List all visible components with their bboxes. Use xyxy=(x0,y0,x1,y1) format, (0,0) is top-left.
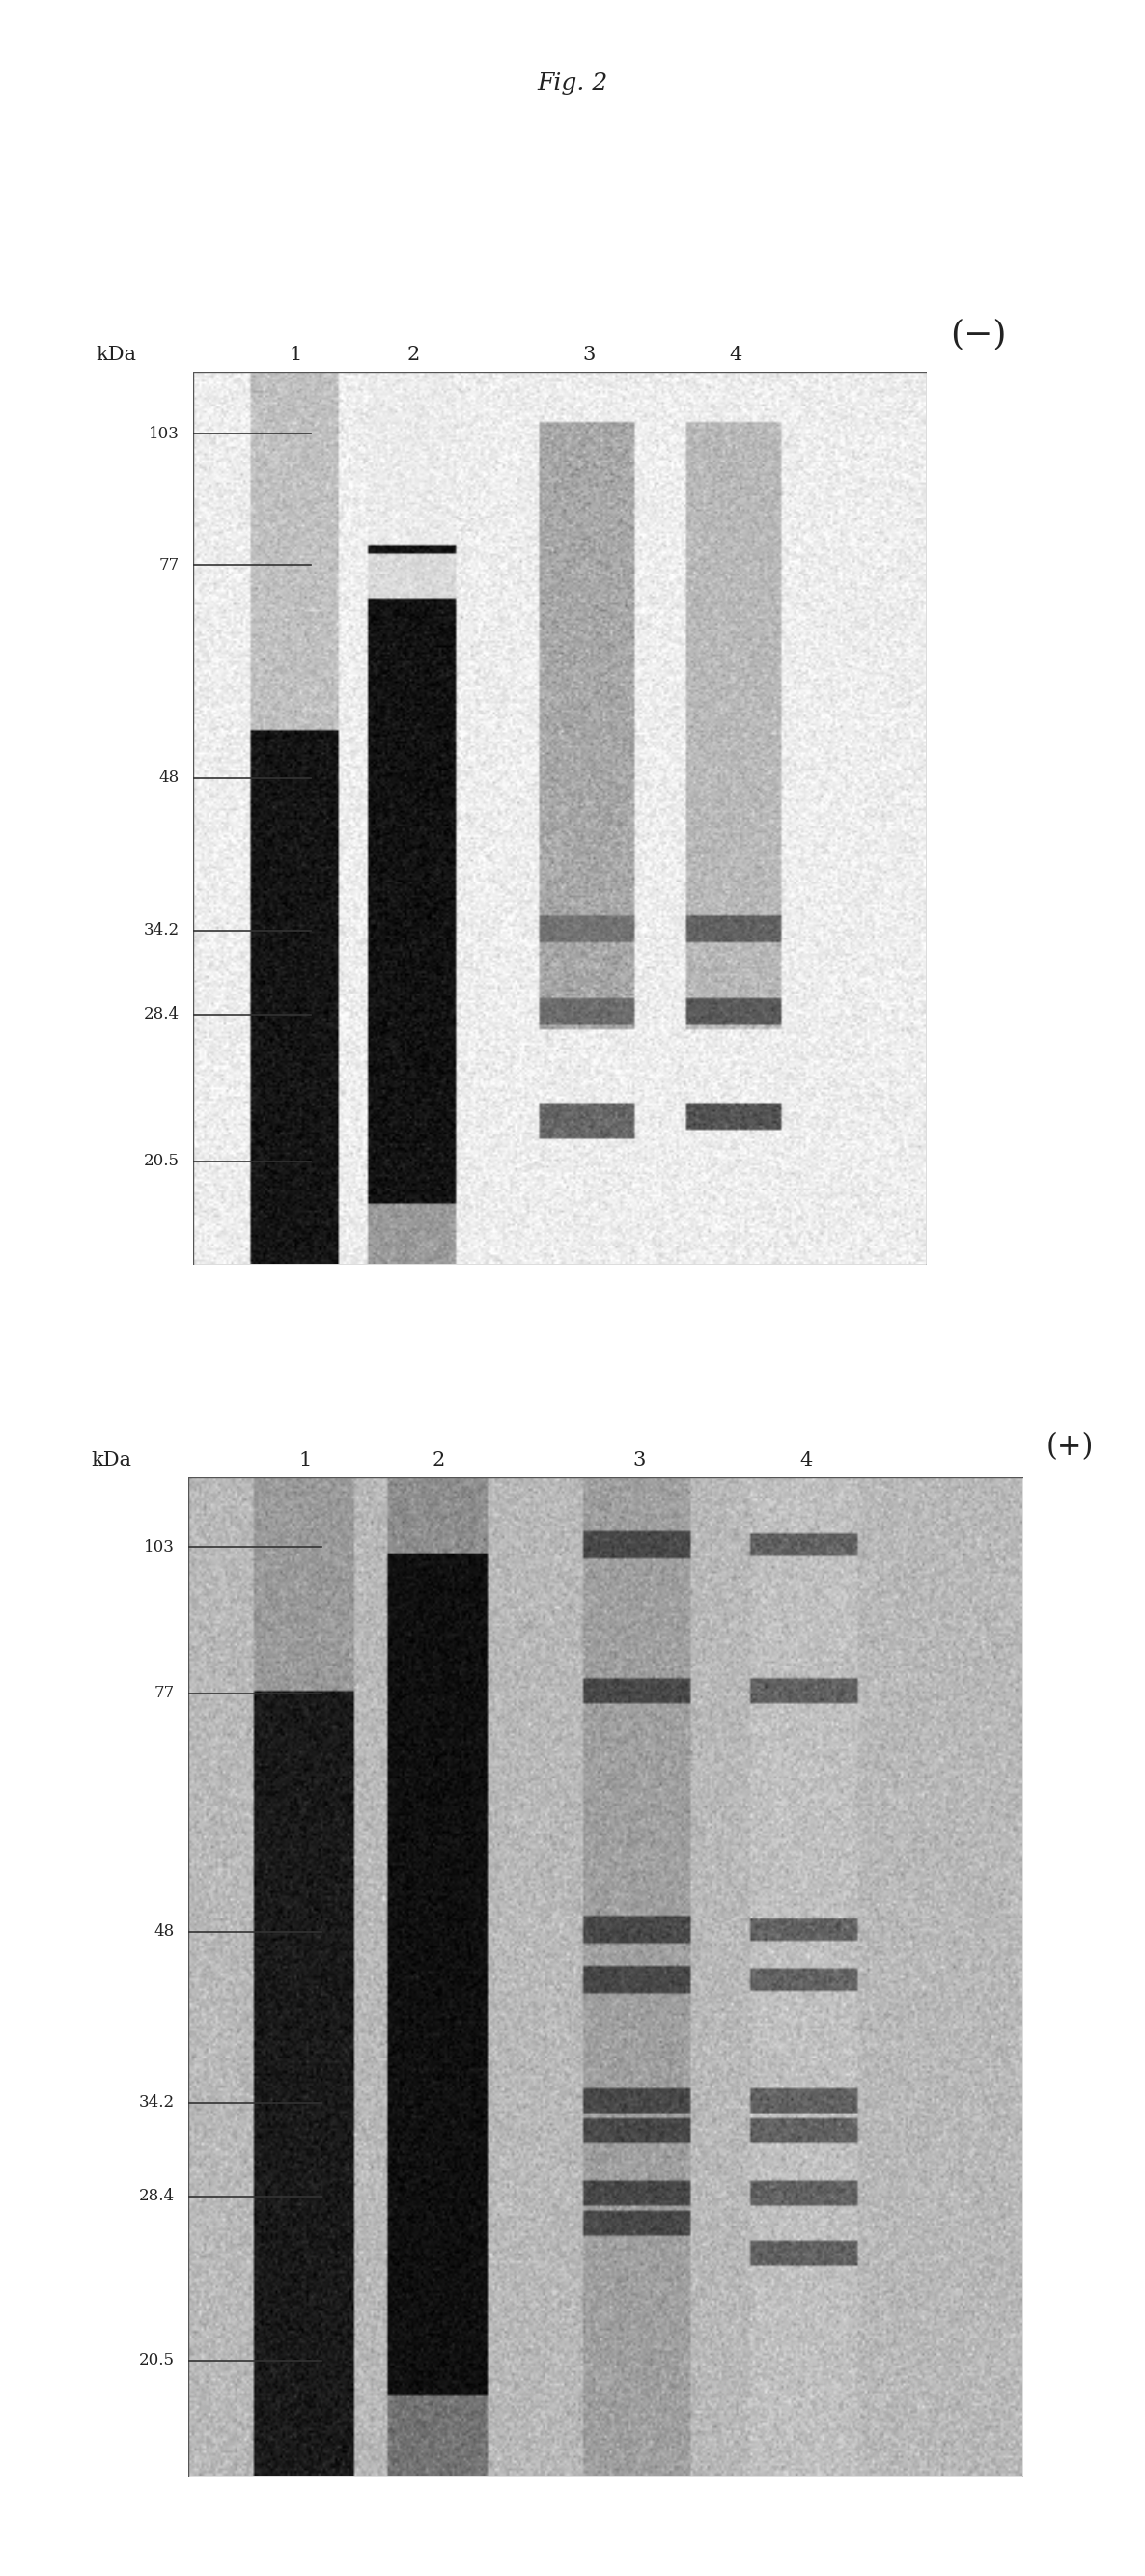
Text: Fig. 2: Fig. 2 xyxy=(537,72,608,95)
Text: 103: 103 xyxy=(144,1538,174,1556)
Text: 48: 48 xyxy=(155,1924,174,1940)
Text: 77: 77 xyxy=(159,556,180,574)
Text: kDa: kDa xyxy=(96,345,136,363)
Text: 34.2: 34.2 xyxy=(143,922,180,938)
Text: 20.5: 20.5 xyxy=(139,2352,174,2370)
Text: 20.5: 20.5 xyxy=(143,1154,180,1170)
Text: 4: 4 xyxy=(729,345,742,363)
Text: 3: 3 xyxy=(583,345,595,363)
Text: 2: 2 xyxy=(406,345,419,363)
Text: 3: 3 xyxy=(633,1450,646,1468)
Text: 2: 2 xyxy=(433,1450,445,1468)
Text: 48: 48 xyxy=(159,770,180,786)
Text: 1: 1 xyxy=(290,345,302,363)
Text: (−): (−) xyxy=(949,319,1006,350)
Text: kDa: kDa xyxy=(90,1450,132,1468)
Text: 77: 77 xyxy=(155,1685,174,1703)
Text: 28.4: 28.4 xyxy=(139,2187,174,2205)
Text: 4: 4 xyxy=(800,1450,813,1468)
Text: 28.4: 28.4 xyxy=(143,1007,180,1023)
Text: 1: 1 xyxy=(299,1450,311,1468)
Text: 34.2: 34.2 xyxy=(139,2094,174,2110)
Text: (+): (+) xyxy=(1047,1432,1093,1461)
Text: 103: 103 xyxy=(149,425,180,443)
